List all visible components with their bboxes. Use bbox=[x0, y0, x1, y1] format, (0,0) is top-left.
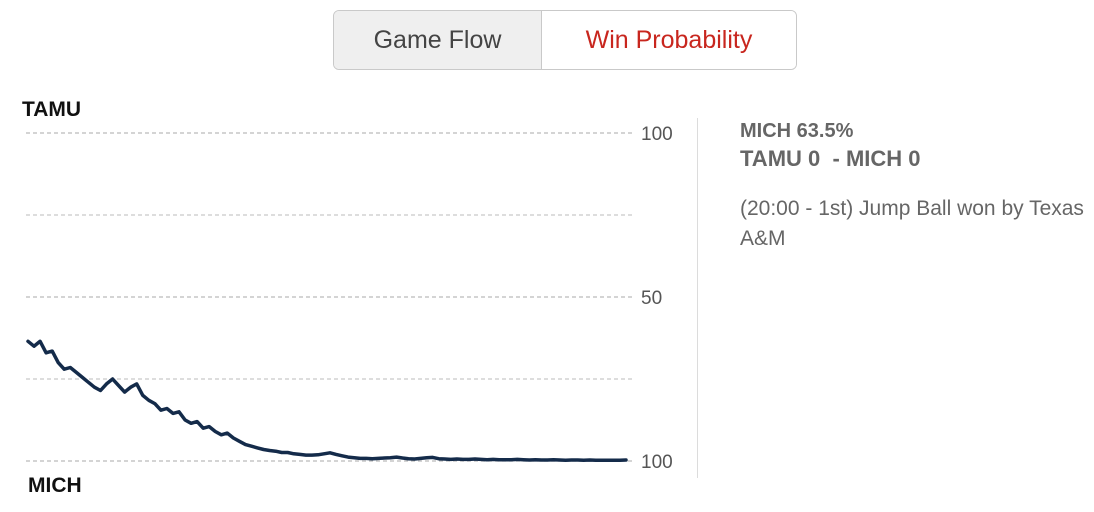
score-line: TAMU 0 - MICH 0 bbox=[740, 144, 1090, 174]
score-separator: - bbox=[832, 146, 840, 171]
tab-game-flow[interactable]: Game Flow bbox=[334, 11, 542, 69]
y-tick-label: 50 bbox=[641, 288, 662, 309]
win-probability-chart[interactable]: 100 50 100 bbox=[0, 0, 700, 512]
bottom-team-label: MICH bbox=[28, 474, 82, 497]
y-tick-labels: 100 50 100 bbox=[641, 124, 673, 473]
tab-win-probability[interactable]: Win Probability bbox=[542, 11, 796, 69]
win-probability-value: MICH 63.5% bbox=[740, 120, 854, 142]
win-probability-line bbox=[26, 339, 628, 463]
panel-divider bbox=[697, 118, 698, 478]
top-team-label: TAMU bbox=[22, 98, 82, 121]
away-score: TAMU 0 bbox=[740, 146, 821, 171]
play-info-panel: MICH 63.5% TAMU 0 - MICH 0 (20:00 - 1st)… bbox=[740, 118, 1090, 254]
y-tick-label: 100 bbox=[641, 124, 673, 145]
play-description: (20:00 - 1st) Jump Ball won by Texas A&M bbox=[740, 197, 1084, 250]
grid-lines bbox=[26, 132, 632, 462]
home-score: MICH 0 bbox=[845, 146, 921, 171]
y-tick-label: 100 bbox=[641, 452, 673, 473]
chart-tabs: Game Flow Win Probability bbox=[333, 10, 797, 70]
